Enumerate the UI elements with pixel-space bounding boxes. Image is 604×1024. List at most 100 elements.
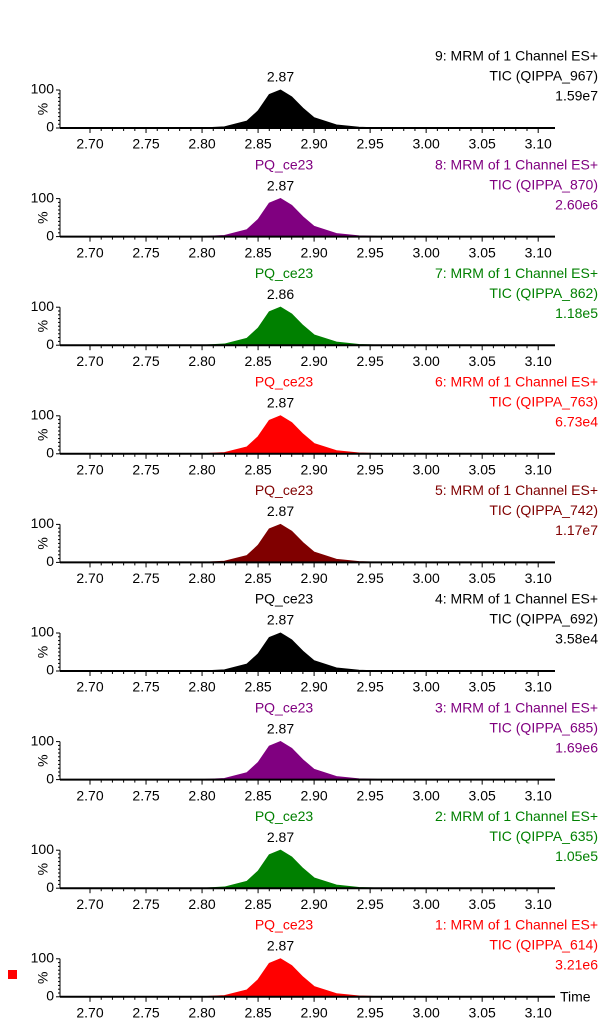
- x-tick-label: 2.75: [132, 679, 159, 695]
- x-tick-label: 2.80: [188, 679, 215, 695]
- x-tick-label: 2.85: [244, 679, 271, 695]
- x-tick-label: 2.95: [357, 570, 384, 586]
- y-axis-label: %: [35, 537, 51, 549]
- y-axis-label: %: [35, 211, 51, 223]
- compound-name: PQ_ce23: [255, 374, 314, 390]
- y-tick-label: 0: [46, 553, 54, 569]
- x-tick-label: 2.75: [132, 136, 159, 152]
- x-tick-label: 3.10: [525, 462, 552, 478]
- x-tick-label: 3.00: [413, 136, 440, 152]
- intensity: 1.69e6: [555, 739, 598, 755]
- x-tick-label: 2.85: [244, 136, 271, 152]
- y-tick-label: 100: [31, 732, 55, 748]
- channel-title: 7: MRM of 1 Channel ES+: [435, 265, 598, 281]
- x-tick-label: 2.85: [244, 787, 271, 803]
- x-tick-label: 2.75: [132, 787, 159, 803]
- trace-name: TIC (QIPPA_635): [489, 828, 598, 844]
- trace-name: TIC (QIPPA_862): [489, 285, 598, 301]
- y-axis-label: %: [35, 863, 51, 875]
- x-tick-label: 3.05: [469, 1005, 496, 1021]
- peak-area: [62, 198, 555, 238]
- intensity: 2.60e6: [555, 196, 598, 212]
- x-tick-label: 2.80: [188, 570, 215, 586]
- trace-name: TIC (QIPPA_967): [489, 68, 598, 84]
- x-tick-label: 2.70: [76, 136, 103, 152]
- x-tick-label: 2.80: [188, 136, 215, 152]
- x-tick-label: 2.90: [300, 570, 327, 586]
- peak-label: 2.86: [267, 286, 294, 302]
- x-tick-label: 3.10: [525, 353, 552, 369]
- x-tick-label: 3.05: [469, 787, 496, 803]
- compound-name: PQ_ce23: [255, 265, 314, 281]
- x-tick-label: 2.75: [132, 1005, 159, 1021]
- y-tick-label: 0: [46, 662, 54, 678]
- x-tick-label: 3.10: [525, 787, 552, 803]
- channel-title: 2: MRM of 1 Channel ES+: [435, 808, 598, 824]
- channel-title: 4: MRM of 1 Channel ES+: [435, 591, 598, 607]
- y-axis-label: %: [35, 429, 51, 441]
- peak-label: 2.87: [267, 829, 294, 845]
- x-tick-label: 2.75: [132, 244, 159, 260]
- peak-label: 2.87: [267, 395, 294, 411]
- intensity: 1.05e5: [555, 848, 598, 864]
- intensity: 3.58e4: [555, 631, 598, 647]
- peak-label: 2.87: [267, 938, 294, 954]
- x-tick-label: 2.75: [132, 462, 159, 478]
- compound-name: PQ_ce23: [255, 699, 314, 715]
- channel-title: 6: MRM of 1 Channel ES+: [435, 374, 598, 390]
- x-tick-label: 2.70: [76, 679, 103, 695]
- x-tick-label: 2.80: [188, 1005, 215, 1021]
- x-tick-label: 3.05: [469, 136, 496, 152]
- y-tick-label: 0: [46, 336, 54, 352]
- x-tick-label: 2.70: [76, 353, 103, 369]
- x-tick-label: 2.80: [188, 787, 215, 803]
- compound-name: PQ_ce23: [255, 156, 314, 172]
- compound-name: PQ_ce23: [255, 482, 314, 498]
- peak-area: [62, 849, 555, 889]
- y-tick-label: 100: [31, 407, 55, 423]
- x-tick-label: 3.05: [469, 679, 496, 695]
- peak-area: [62, 306, 555, 346]
- intensity: 6.73e4: [555, 414, 598, 430]
- x-tick-label: 3.10: [525, 244, 552, 260]
- x-axis-label: Time: [560, 989, 591, 1005]
- x-tick-label: 2.80: [188, 896, 215, 912]
- trace-name: TIC (QIPPA_685): [489, 719, 598, 735]
- y-tick-label: 0: [46, 770, 54, 786]
- y-axis-label: %: [35, 754, 51, 766]
- x-tick-label: 3.00: [413, 244, 440, 260]
- y-axis-label: %: [35, 972, 51, 984]
- x-tick-label: 2.75: [132, 353, 159, 369]
- trace-name: TIC (QIPPA_742): [489, 502, 598, 518]
- y-tick-label: 0: [46, 227, 54, 243]
- x-tick-label: 2.90: [300, 136, 327, 152]
- x-tick-label: 2.85: [244, 353, 271, 369]
- x-tick-label: 2.95: [357, 244, 384, 260]
- x-tick-label: 2.70: [76, 787, 103, 803]
- compound-name: PQ_ce23: [255, 591, 314, 607]
- peak-label: 2.87: [267, 612, 294, 628]
- x-tick-label: 2.95: [357, 896, 384, 912]
- x-tick-label: 3.05: [469, 244, 496, 260]
- x-tick-label: 2.95: [357, 136, 384, 152]
- x-tick-label: 3.00: [413, 679, 440, 695]
- x-tick-label: 3.05: [469, 353, 496, 369]
- compound-name: PQ_ce23: [255, 917, 314, 933]
- trace-name: TIC (QIPPA_870): [489, 176, 598, 192]
- channel-title: 9: MRM of 1 Channel ES+: [435, 48, 598, 64]
- peak-label: 2.87: [267, 177, 294, 193]
- x-tick-label: 2.90: [300, 679, 327, 695]
- x-tick-label: 2.90: [300, 1005, 327, 1021]
- x-tick-label: 2.70: [76, 896, 103, 912]
- intensity: 1.59e7: [555, 88, 598, 104]
- x-tick-label: 3.10: [525, 896, 552, 912]
- x-tick-label: 3.00: [413, 896, 440, 912]
- x-tick-label: 2.95: [357, 787, 384, 803]
- x-tick-label: 2.85: [244, 462, 271, 478]
- y-tick-label: 0: [46, 119, 54, 135]
- x-tick-label: 2.70: [76, 570, 103, 586]
- x-tick-label: 2.70: [76, 1005, 103, 1021]
- x-tick-label: 2.85: [244, 1005, 271, 1021]
- y-axis-label: %: [35, 646, 51, 658]
